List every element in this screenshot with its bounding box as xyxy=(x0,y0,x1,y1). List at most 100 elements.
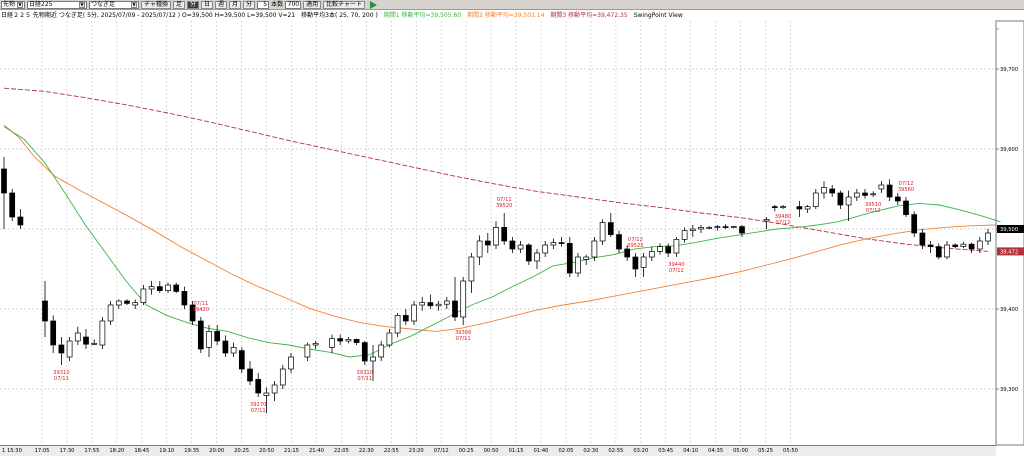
candle-up xyxy=(657,246,663,252)
candle-up xyxy=(763,219,770,222)
x-tick-label: 1 15:30 xyxy=(2,448,22,454)
candle-up xyxy=(804,206,811,210)
play-icon[interactable] xyxy=(370,0,378,9)
day-button[interactable]: 日 xyxy=(201,0,214,9)
candle-up xyxy=(288,356,294,370)
candle-down xyxy=(9,192,16,218)
candle-up xyxy=(140,288,147,303)
ma2-line xyxy=(3,124,996,332)
x-tick-label: 00:50 xyxy=(484,448,499,454)
mode-select[interactable]: つなぎ足 ▼ xyxy=(89,0,140,9)
x-tick-label: 22:05 xyxy=(334,448,349,454)
candle-up xyxy=(476,240,483,258)
interval-unit-label: 本数 xyxy=(271,0,284,8)
candle-up xyxy=(780,206,786,208)
candle-up xyxy=(386,332,393,346)
candle-down xyxy=(952,244,959,247)
candle-down xyxy=(509,240,516,250)
candle-up xyxy=(821,187,827,194)
swing-label-bottom: 07/11 xyxy=(251,408,266,414)
month-button[interactable]: 月 xyxy=(229,0,242,9)
candle-down xyxy=(903,200,909,215)
candle-up xyxy=(304,344,311,358)
candle-down xyxy=(722,226,729,228)
x-tick-label: 05:25 xyxy=(758,448,773,454)
candle-down xyxy=(214,331,221,342)
apply-button[interactable]: 適用 xyxy=(303,0,322,9)
x-tick-label: 21:40 xyxy=(309,448,324,454)
symbol-select[interactable]: 日経225 ▼ xyxy=(27,0,88,9)
swing-label-bottom: 07/11 xyxy=(456,336,471,342)
candle-up xyxy=(599,222,606,242)
interval-input[interactable]: 5 xyxy=(257,0,270,9)
candle-down xyxy=(255,379,262,394)
swing-label-bottom: 07/12 xyxy=(866,208,881,214)
swing-label-bottom: 07/12 xyxy=(669,268,684,274)
ma3-line xyxy=(3,87,989,252)
minute-unit-button[interactable]: 分 xyxy=(243,0,256,9)
toolbar: 先物 ▼ 日経225 ▼ つなぎ足 ▼ チャ種換 足 分 日 週 月 分 5 本数 7… xyxy=(0,0,1024,10)
x-tick-label: 04:10 xyxy=(683,448,698,454)
swing-label-top: 39270 xyxy=(250,402,267,408)
last-price-label: 39,500 xyxy=(1000,227,1018,233)
x-tick-label: 20:50 xyxy=(259,448,274,454)
chart-title: 日経２２５ 先物期近 つなぎ足( 5分, 2025/07/09 - 2025/0… xyxy=(1,12,296,19)
candle-up xyxy=(148,286,155,290)
x-tick-label: 17:05 xyxy=(35,448,50,454)
x-tick-label: 22:30 xyxy=(359,448,374,454)
week-button[interactable]: 週 xyxy=(215,0,228,9)
candle-down xyxy=(173,284,180,292)
candle-down xyxy=(829,188,836,194)
chart-type-button[interactable]: チャ種換 xyxy=(141,0,171,9)
candle-up xyxy=(698,227,704,230)
candle-up xyxy=(542,244,549,254)
swing-label-top: 39366 xyxy=(455,330,472,336)
candle-down xyxy=(886,184,893,198)
candle-up xyxy=(91,343,98,345)
x-tick-label: 20:00 xyxy=(209,448,224,454)
bar-button[interactable]: 足 xyxy=(172,0,185,9)
candle-down xyxy=(58,344,65,354)
minute-button[interactable]: 分 xyxy=(186,0,199,9)
candle-up xyxy=(230,347,237,354)
candle-down xyxy=(501,227,508,242)
market-select[interactable]: 先物 ▼ xyxy=(1,0,26,9)
candle-down xyxy=(927,244,934,247)
x-tick-label: 21:15 xyxy=(284,448,299,454)
x-tick-label: 04:35 xyxy=(708,448,723,454)
candle-down xyxy=(935,246,942,258)
candle-down xyxy=(353,339,360,343)
candle-down xyxy=(968,243,975,250)
y-tick-label: 39,700 xyxy=(1000,67,1018,73)
candle-down xyxy=(361,342,368,362)
candle-up xyxy=(714,226,721,228)
swing-label-bottom: 07/11 xyxy=(357,376,372,382)
candle-up xyxy=(853,192,860,198)
candle-up xyxy=(845,196,852,206)
candle-up xyxy=(263,392,270,396)
candle-up xyxy=(640,256,647,268)
candle-up xyxy=(550,242,557,246)
candle-up xyxy=(66,340,73,358)
market-value: 先物 xyxy=(3,0,16,8)
compare-chart-button[interactable]: 比較チャート xyxy=(323,0,366,9)
swing-label-top: 07/12 xyxy=(628,237,643,243)
swing-label-bottom: 39560 xyxy=(898,187,915,193)
x-tick-label: 00:25 xyxy=(459,448,474,454)
x-tick-label: 17:30 xyxy=(59,448,74,454)
x-tick-label: 18:20 xyxy=(109,448,124,454)
count-input[interactable]: 700 xyxy=(285,0,302,9)
candle-down xyxy=(665,246,672,254)
candle-up xyxy=(812,192,819,207)
candle-down xyxy=(156,286,163,291)
candle-down xyxy=(427,302,434,307)
candle-up xyxy=(370,356,376,362)
candle-up xyxy=(591,240,598,258)
candle-up xyxy=(976,240,983,250)
candle-up xyxy=(99,320,106,346)
swing-label-bottom: 39420 xyxy=(193,307,210,313)
candle-up xyxy=(870,193,877,196)
candle-up xyxy=(378,344,385,358)
candle-up xyxy=(345,339,352,342)
